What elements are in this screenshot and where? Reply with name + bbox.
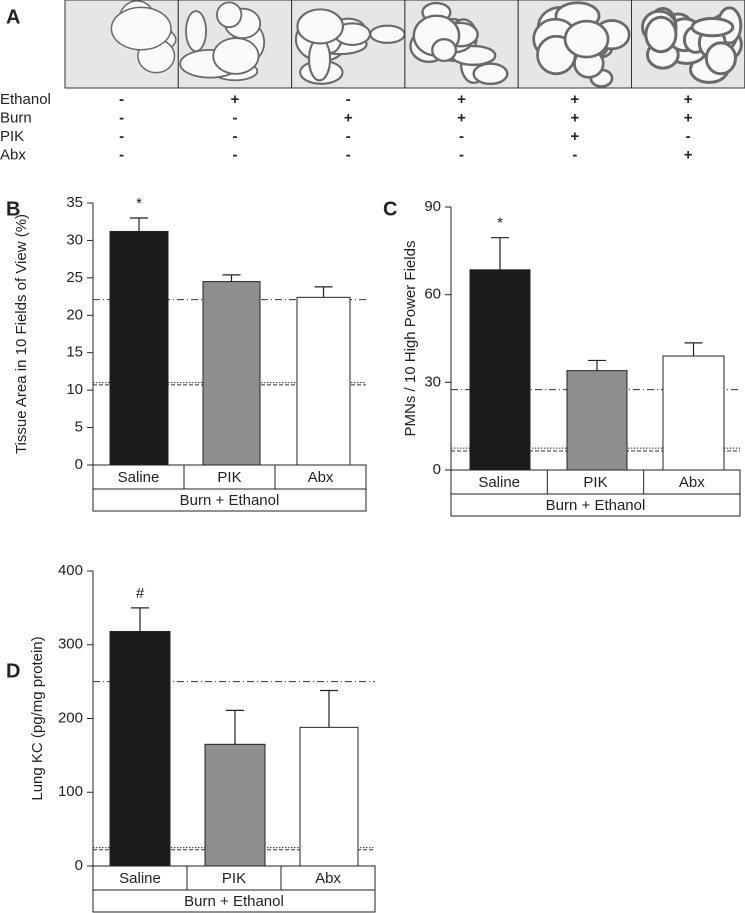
y-tick-label: 200: [58, 709, 83, 726]
group-label: Burn + Ethanol: [184, 893, 284, 910]
treatment-sign: -: [346, 128, 351, 145]
treatment-sign: +: [344, 109, 353, 126]
row-label: Abx: [0, 146, 26, 163]
bar: [662, 355, 725, 471]
y-axis-label: Lung KC (pg/mg protein): [29, 636, 46, 800]
y-tick-label: 90: [424, 198, 441, 215]
x-tick-label: Saline: [478, 474, 520, 491]
alveolus: [563, 19, 610, 59]
panel-label: B: [6, 198, 20, 220]
bar: [566, 370, 628, 471]
treatment-sign: +: [684, 146, 693, 163]
treatment-sign: +: [570, 109, 579, 126]
x-tick-label: PIK: [217, 469, 241, 486]
x-tick-label: PIK: [222, 870, 246, 887]
treatment-sign: +: [570, 91, 579, 108]
treatment-sign: +: [231, 91, 240, 108]
group-label: Burn + Ethanol: [180, 492, 280, 509]
y-tick-label: 0: [75, 857, 83, 874]
y-tick-label: 300: [58, 636, 83, 653]
y-axis-label: PMNs / 10 High Power Fields: [402, 241, 419, 437]
panel-label: C: [383, 198, 397, 220]
alveolus: [212, 37, 260, 75]
y-tick-label: 25: [66, 269, 83, 286]
treatment-sign: -: [232, 109, 237, 126]
treatment-sign: +: [457, 91, 466, 108]
alveolus: [704, 41, 737, 76]
treatment-sign: -: [459, 128, 464, 145]
x-tick-label: Abx: [308, 469, 334, 486]
y-tick-label: 20: [66, 306, 83, 323]
significance-mark: #: [136, 585, 145, 602]
treatment-sign: -: [119, 91, 124, 108]
treatment-sign: -: [119, 146, 124, 163]
bar: [296, 296, 351, 466]
y-tick-label: 5: [75, 419, 83, 436]
x-tick-label: Abx: [315, 870, 341, 887]
treatment-sign: -: [572, 146, 577, 163]
row-label: Ethanol: [0, 91, 51, 108]
alveolus: [472, 62, 509, 86]
bar: [204, 743, 266, 867]
treatment-sign: +: [684, 109, 693, 126]
treatment-sign: -: [232, 146, 237, 163]
y-tick-label: 15: [66, 344, 83, 361]
y-tick-label: 10: [66, 381, 83, 398]
alveolus: [644, 15, 678, 54]
group-box: [92, 889, 376, 913]
x-tick-label: Saline: [119, 870, 161, 887]
group-box: [92, 488, 367, 512]
group-label: Burn + Ethanol: [546, 497, 646, 514]
row-label: Burn: [0, 109, 32, 126]
panel-label: A: [6, 6, 20, 28]
group-box: [450, 493, 741, 517]
y-tick-label: 30: [424, 373, 441, 390]
treatment-sign: -: [119, 128, 124, 145]
y-tick-label: 0: [75, 456, 83, 473]
treatment-sign: +: [457, 109, 466, 126]
treatment-sign: -: [232, 128, 237, 145]
treatment-sign: +: [684, 91, 693, 108]
treatment-sign: -: [459, 146, 464, 163]
x-tick-label: PIK: [583, 474, 607, 491]
bar: [109, 630, 171, 867]
alveolus: [185, 10, 207, 52]
x-tick-label: Abx: [679, 474, 705, 491]
panel-label: D: [6, 660, 20, 682]
y-axis-label: Tissue Area in 10 Fields of View (%): [13, 214, 30, 454]
alveolus: [216, 1, 243, 29]
treatment-sign: -: [346, 91, 351, 108]
alveolus: [431, 38, 458, 63]
y-tick-label: 35: [66, 194, 83, 211]
y-tick-label: 100: [58, 783, 83, 800]
y-tick-label: 0: [433, 461, 441, 478]
bar: [469, 269, 531, 471]
row-label: PIK: [0, 128, 24, 145]
bar: [109, 230, 169, 466]
y-tick-label: 400: [58, 562, 83, 579]
treatment-sign: -: [119, 109, 124, 126]
y-tick-label: 60: [424, 286, 441, 303]
significance-mark: *: [497, 215, 503, 232]
bar: [202, 281, 261, 466]
alveolus: [690, 16, 735, 38]
significance-mark: *: [136, 195, 142, 212]
alveolus: [296, 8, 344, 45]
alveolus: [110, 6, 172, 51]
treatment-sign: +: [570, 128, 579, 145]
y-tick-label: 30: [66, 231, 83, 248]
alveolus: [369, 24, 406, 44]
treatment-sign: -: [686, 128, 691, 145]
treatment-sign: -: [346, 146, 351, 163]
x-tick-label: Saline: [118, 469, 160, 486]
bar: [299, 726, 359, 867]
